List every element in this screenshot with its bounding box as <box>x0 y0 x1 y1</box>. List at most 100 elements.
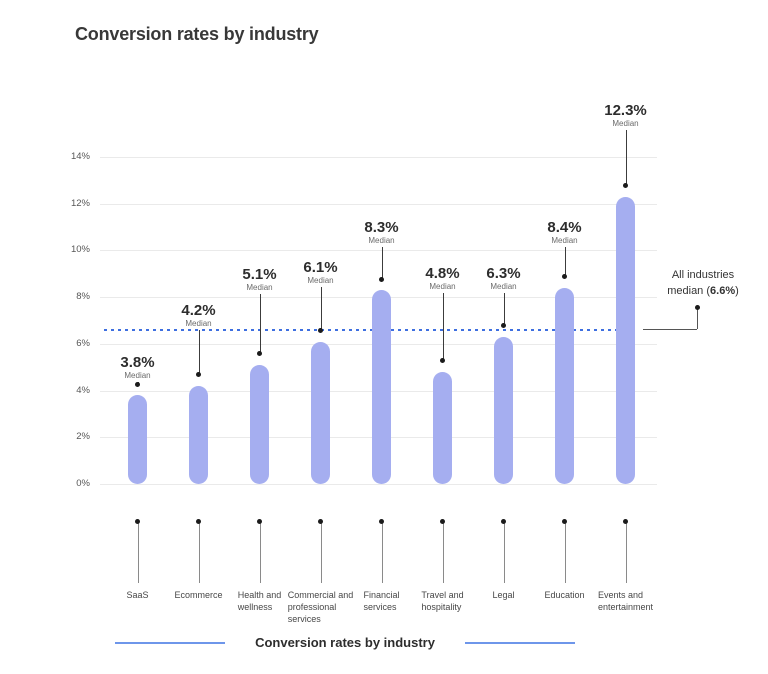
median-sublabel: Median <box>246 283 273 292</box>
annotation-line1: All industries <box>671 269 735 281</box>
gridline <box>100 157 657 158</box>
y-axis-tick-label: 2% <box>76 431 90 443</box>
annotation-connector-vertical <box>697 309 698 329</box>
leader-line <box>503 293 505 326</box>
category-label-line: Events and <box>597 590 644 600</box>
category-label: SaaS <box>126 589 148 601</box>
bar <box>555 287 574 484</box>
y-axis-tick-label: 6% <box>76 337 90 349</box>
category-label-line: SaaS <box>126 590 149 600</box>
y-axis-tick-label: 14% <box>70 151 90 162</box>
category-label-line: Legal <box>492 590 515 600</box>
annotation-connector-horizontal <box>643 329 697 330</box>
category-label: Financial services <box>363 589 399 613</box>
bar <box>128 395 147 484</box>
category-leader-line <box>503 523 505 583</box>
category-leader-dot <box>318 518 323 524</box>
leader-dot <box>562 274 567 280</box>
footer-title: Conversion rates by industry <box>255 635 435 650</box>
annotation-line2-prefix: median ( <box>667 285 711 297</box>
leader-line <box>320 287 322 331</box>
leader-dot <box>440 358 445 364</box>
category-label-line: wellness <box>237 602 273 612</box>
value-label: 8.3% <box>364 219 399 236</box>
category-label-line: Education <box>544 590 585 600</box>
category-leader-dot <box>379 518 384 524</box>
leader-dot <box>379 276 384 282</box>
value-label: 8.4% <box>547 219 582 236</box>
value-label: 3.8% <box>120 354 155 371</box>
y-axis-tick-label: 0% <box>76 478 90 489</box>
median-sublabel: Median <box>490 282 517 291</box>
leader-dot <box>501 323 506 329</box>
category-leader-line <box>259 523 261 583</box>
value-label: 12.3% <box>604 102 647 119</box>
bar <box>433 371 452 484</box>
bar <box>616 196 635 484</box>
value-label: 4.8% <box>425 265 460 282</box>
page-title: Conversion rates by industry <box>75 24 319 44</box>
leader-line <box>625 130 627 186</box>
category-leader-dot <box>196 518 201 524</box>
annotation-line2: median (6.6%) <box>667 283 739 299</box>
annotation-dot <box>694 305 700 310</box>
category-label-line: professional <box>287 602 337 612</box>
category-label-line: services <box>363 602 397 612</box>
median-sublabel: Median <box>368 236 395 245</box>
category-label: Health and wellness <box>238 589 282 613</box>
bar <box>372 290 391 484</box>
leader-line <box>259 294 261 354</box>
category-leader-dot <box>562 518 567 524</box>
value-label: 6.1% <box>303 259 338 276</box>
leader-dot <box>318 328 323 334</box>
value-label: 6.3% <box>486 265 521 282</box>
category-leader-dot <box>135 518 140 524</box>
category-leader-line <box>320 523 322 583</box>
gridline <box>100 250 657 252</box>
leader-dot <box>623 183 628 189</box>
category-leader-line <box>381 523 383 583</box>
leader-dot <box>257 351 262 357</box>
leader-line <box>381 247 383 280</box>
leader-line <box>198 330 200 375</box>
category-leader-dot <box>501 518 506 524</box>
category-label-line: hospitality <box>421 602 462 612</box>
category-label-line: Travel and <box>421 590 464 600</box>
median-sublabel: Median <box>124 371 151 380</box>
median-sublabel: Median <box>612 119 639 128</box>
category-label: Education <box>544 589 584 601</box>
footer-line-right <box>464 641 576 644</box>
category-leader-line <box>625 523 627 583</box>
category-leader-dot <box>257 518 262 524</box>
leader-dot <box>196 372 201 378</box>
y-axis-tick-label: 10% <box>70 244 90 256</box>
category-label-line: services <box>287 614 321 624</box>
median-sublabel: Median <box>307 276 334 285</box>
y-axis-tick-label: 4% <box>76 384 90 396</box>
category-label: Commercial and professional services <box>288 589 354 625</box>
category-leader-dot <box>440 518 445 524</box>
category-label: Events and entertainment <box>598 589 653 613</box>
category-label: Legal <box>492 589 514 601</box>
category-label: Ecommerce <box>174 589 222 601</box>
gridline <box>100 203 657 205</box>
category-leader-line <box>137 523 139 583</box>
category-label-line: entertainment <box>597 602 654 612</box>
bar <box>189 385 208 484</box>
bar <box>311 341 330 484</box>
all-industries-median-annotation: All industries median (6.6%) <box>667 267 739 299</box>
category-label: Travel and hospitality <box>421 589 463 613</box>
bar <box>494 336 513 484</box>
category-leader-line <box>198 523 200 583</box>
median-sublabel: Median <box>551 236 578 245</box>
annotation-median-value: 6.6% <box>710 285 736 297</box>
all-industries-median-line <box>104 329 632 331</box>
leader-line <box>564 247 566 277</box>
y-axis-tick-label: 12% <box>70 197 90 209</box>
leader-dot <box>135 381 140 387</box>
annotation-line2-suffix: ) <box>735 285 739 297</box>
category-label-line: Health and <box>237 590 282 600</box>
median-sublabel: Median <box>429 282 456 291</box>
